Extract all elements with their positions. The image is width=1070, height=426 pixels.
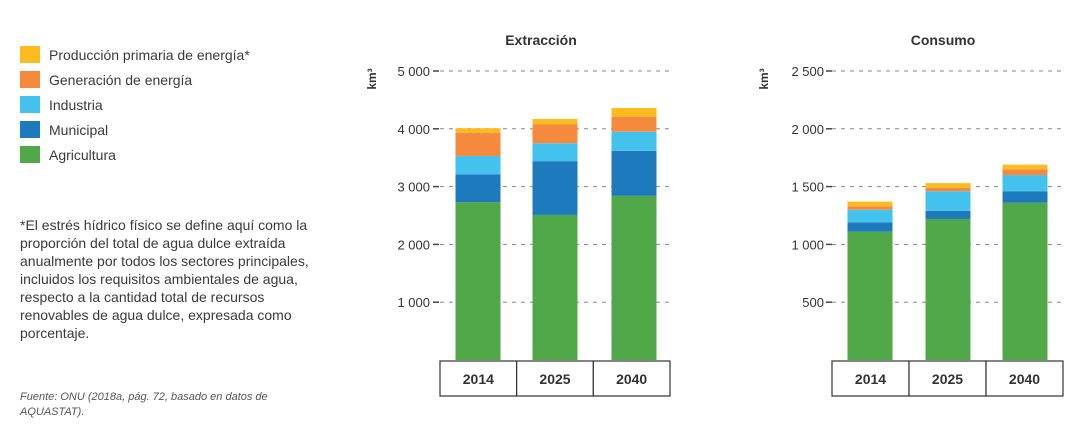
legend-label: Industria xyxy=(49,96,103,113)
legend: Producción primaria de energía* Generació… xyxy=(20,42,250,167)
category-box xyxy=(985,360,1064,397)
x-category-label: 2025 xyxy=(932,371,963,387)
category-box xyxy=(908,360,987,397)
legend-swatch xyxy=(20,121,40,138)
legend-item: Producción primaria de energía* xyxy=(20,42,250,67)
bar-segment-generaci-n-de-energ-a xyxy=(532,124,578,144)
bar-segment-generaci-n-de-energ-a xyxy=(847,206,893,210)
y-tick-label: 2 500 xyxy=(791,64,824,79)
category-box xyxy=(831,360,910,397)
bar-segment-agricultura xyxy=(847,231,893,360)
bar-segment-producci-n-primaria-de-energ-a xyxy=(455,128,501,133)
legend-label: Producción primaria de energía* xyxy=(49,46,250,63)
bar-segment-agricultura xyxy=(1002,202,1048,360)
bar-segment-agricultura xyxy=(455,202,501,360)
bar-segment-industria xyxy=(532,143,578,162)
legend-item: Agricultura xyxy=(20,142,250,167)
legend-label: Municipal xyxy=(49,121,109,138)
y-tick-label: 4 000 xyxy=(397,122,430,137)
bar-segment-producci-n-primaria-de-energ-a xyxy=(1002,164,1048,170)
y-tick-label: 3 000 xyxy=(397,180,430,195)
y-tick-label: 2 000 xyxy=(397,237,430,252)
bar-segment-industria xyxy=(925,191,971,211)
bar-segment-agricultura xyxy=(925,218,971,360)
legend-item: Municipal xyxy=(20,117,250,142)
chart-title: Extracción xyxy=(505,32,577,48)
bar-segment-producci-n-primaria-de-energ-a xyxy=(611,107,657,117)
bar-segment-industria xyxy=(1002,175,1048,192)
bar-segment-municipal xyxy=(455,174,501,203)
bar-segment-producci-n-primaria-de-energ-a xyxy=(925,183,971,188)
legend-item: Generación de energía xyxy=(20,67,250,92)
footnote: *El estrés hídrico físico se define aquí… xyxy=(20,217,309,341)
y-tick-label: 1 000 xyxy=(397,295,430,310)
x-category-label: 2040 xyxy=(1009,371,1040,387)
y-tick-label: 1 500 xyxy=(791,180,824,195)
y-tick-label: 1 000 xyxy=(791,237,824,252)
legend-swatch xyxy=(20,71,40,88)
legend-label: Generación de energía xyxy=(49,71,193,88)
y-axis-unit: km³ xyxy=(365,68,379,89)
y-tick-label: 5 000 xyxy=(397,64,430,79)
bar-segment-generaci-n-de-energ-a xyxy=(611,116,657,132)
y-tick-label: 500 xyxy=(802,295,824,310)
bar-segment-industria xyxy=(455,155,501,175)
legend-label: Agricultura xyxy=(49,146,116,163)
bar-segment-municipal xyxy=(611,150,657,196)
bar-segment-municipal xyxy=(925,210,971,219)
bar-segment-producci-n-primaria-de-energ-a xyxy=(532,118,578,125)
bar-segment-municipal xyxy=(847,222,893,232)
bar-segment-agricultura xyxy=(611,195,657,360)
x-category-label: 2014 xyxy=(855,371,886,387)
bar-segment-generaci-n-de-energ-a xyxy=(1002,169,1048,176)
bar-segment-municipal xyxy=(1002,191,1048,203)
chart-title: Consumo xyxy=(911,32,976,48)
source-note: Fuente: ONU (2018a, pág. 72, basado en d… xyxy=(20,391,268,418)
y-tick-label: 2 000 xyxy=(791,122,824,137)
x-category-label: 2014 xyxy=(463,371,494,387)
bar-segment-producci-n-primaria-de-energ-a xyxy=(847,201,893,207)
bar-segment-generaci-n-de-energ-a xyxy=(925,187,971,192)
bar-segment-municipal xyxy=(532,161,578,215)
category-box xyxy=(592,360,671,397)
bar-segment-agricultura xyxy=(532,214,578,360)
bar-segment-industria xyxy=(847,209,893,223)
legend-swatch xyxy=(20,96,40,113)
x-category-label: 2040 xyxy=(616,371,647,387)
category-box xyxy=(516,360,594,397)
legend-swatch xyxy=(20,46,40,63)
x-category-label: 2025 xyxy=(539,371,570,387)
y-axis-unit: km³ xyxy=(757,68,771,89)
legend-item: Industria xyxy=(20,92,250,117)
bar-segment-generaci-n-de-energ-a xyxy=(455,132,501,156)
bar-segment-industria xyxy=(611,131,657,151)
legend-swatch xyxy=(20,146,40,163)
